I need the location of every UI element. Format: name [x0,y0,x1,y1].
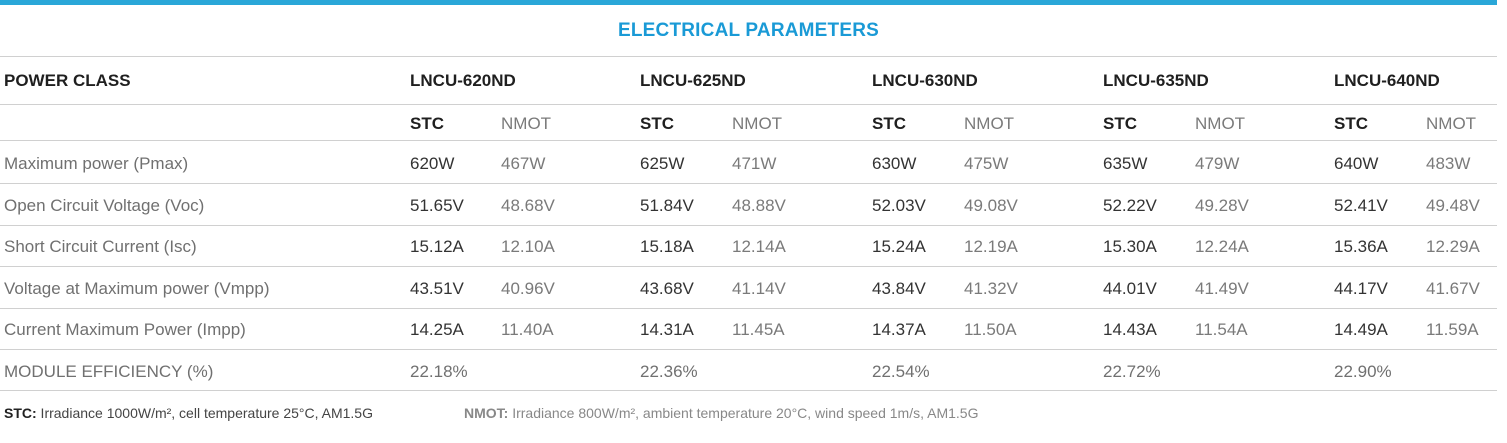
nmot-value: 475W [964,154,1009,173]
nmot-value: 49.28V [1195,196,1249,215]
divider [0,266,1497,267]
stc-value: 15.24A [872,237,926,256]
nmot-value: 471W [732,154,777,173]
row-label: Short Circuit Current (Isc) [4,237,197,256]
stc-footnote: STC: Irradiance 1000W/m², cell temperatu… [4,405,373,421]
stc-value: 15.30A [1103,237,1157,256]
stc-value: 43.84V [872,279,926,298]
nmot-value: 12.10A [501,237,555,256]
stc-value: 51.65V [410,196,464,215]
row-label: Maximum power (Pmax) [4,154,189,173]
stc-value: 44.17V [1334,279,1388,298]
stc-subheader: STC [872,114,906,133]
stc-value: 14.37A [872,320,926,339]
nmot-subheader: NMOT [732,114,783,133]
nmot-value: 11.40A [501,320,554,339]
stc-value: 43.51V [410,279,464,298]
nmot-footnote-text: Irradiance 800W/m², ambient temperature … [508,405,979,421]
stc-value: 51.84V [640,196,694,215]
stc-value: 15.12A [410,237,464,256]
stc-value: 52.03V [872,196,926,215]
nmot-value: 11.54A [1195,320,1248,339]
nmot-value: 41.14V [732,279,786,298]
nmot-subheader: NMOT [1426,114,1477,133]
nmot-value: 48.68V [501,196,555,215]
divider [0,349,1497,350]
nmot-value: 40.96V [501,279,555,298]
stc-value: 52.41V [1334,196,1388,215]
efficiency-value: 22.36% [640,362,698,381]
stc-value: 44.01V [1103,279,1157,298]
nmot-value: 467W [501,154,546,173]
nmot-value: 48.88V [732,196,786,215]
nmot-footnote: NMOT: Irradiance 800W/m², ambient temper… [464,405,978,421]
nmot-value: 41.32V [964,279,1018,298]
nmot-value: 49.08V [964,196,1018,215]
stc-value: 52.22V [1103,196,1157,215]
stc-value: 625W [640,154,685,173]
stc-subheader: STC [640,114,674,133]
stc-subheader: STC [410,114,444,133]
divider [0,308,1497,309]
nmot-value: 41.49V [1195,279,1249,298]
stc-value: 640W [1334,154,1379,173]
stc-value: 14.49A [1334,320,1388,339]
row-label: Voltage at Maximum power (Vmpp) [4,279,270,298]
nmot-value: 41.67V [1426,279,1480,298]
stc-subheader: STC [1334,114,1368,133]
divider [0,390,1497,391]
stc-value: 14.31A [640,320,694,339]
model-header: LNCU-620ND [410,71,516,90]
nmot-value: 49.48V [1426,196,1480,215]
stc-subheader: STC [1103,114,1137,133]
nmot-subheader: NMOT [501,114,552,133]
nmot-value: 12.19A [964,237,1018,256]
stc-value: 43.68V [640,279,694,298]
nmot-subheader: NMOT [964,114,1015,133]
nmot-value: 11.59A [1426,320,1479,339]
stc-value: 15.36A [1334,237,1388,256]
divider [0,140,1497,141]
model-header: LNCU-625ND [640,71,746,90]
nmot-value: 12.14A [732,237,786,256]
divider [0,104,1497,105]
divider [0,225,1497,226]
stc-footnote-text: Irradiance 1000W/m², cell temperature 25… [36,405,373,421]
efficiency-label: MODULE EFFICIENCY (%) [4,362,214,381]
efficiency-value: 22.18% [410,362,468,381]
model-header: LNCU-630ND [872,71,978,90]
efficiency-value: 22.90% [1334,362,1392,381]
stc-value: 14.25A [410,320,464,339]
stc-value: 620W [410,154,455,173]
row-label: Current Maximum Power (Impp) [4,320,246,339]
model-header: LNCU-640ND [1334,71,1440,90]
power-class-label: POWER CLASS [4,71,131,90]
nmot-subheader: NMOT [1195,114,1246,133]
row-label: Open Circuit Voltage (Voc) [4,196,205,215]
top-accent-bar [0,0,1497,5]
divider [0,183,1497,184]
stc-value: 15.18A [640,237,694,256]
nmot-value: 479W [1195,154,1240,173]
nmot-value: 11.45A [732,320,785,339]
efficiency-value: 22.54% [872,362,930,381]
nmot-value: 483W [1426,154,1471,173]
stc-value: 635W [1103,154,1148,173]
efficiency-value: 22.72% [1103,362,1161,381]
divider [0,56,1497,57]
model-header: LNCU-635ND [1103,71,1209,90]
table-title: ELECTRICAL PARAMETERS [617,20,880,41]
stc-value: 14.43A [1103,320,1157,339]
nmot-value: 12.29A [1426,237,1480,256]
stc-value: 630W [872,154,917,173]
nmot-footnote-key: NMOT: [464,405,509,421]
nmot-value: 11.50A [964,320,1017,339]
stc-footnote-key: STC: [4,405,37,421]
nmot-value: 12.24A [1195,237,1249,256]
